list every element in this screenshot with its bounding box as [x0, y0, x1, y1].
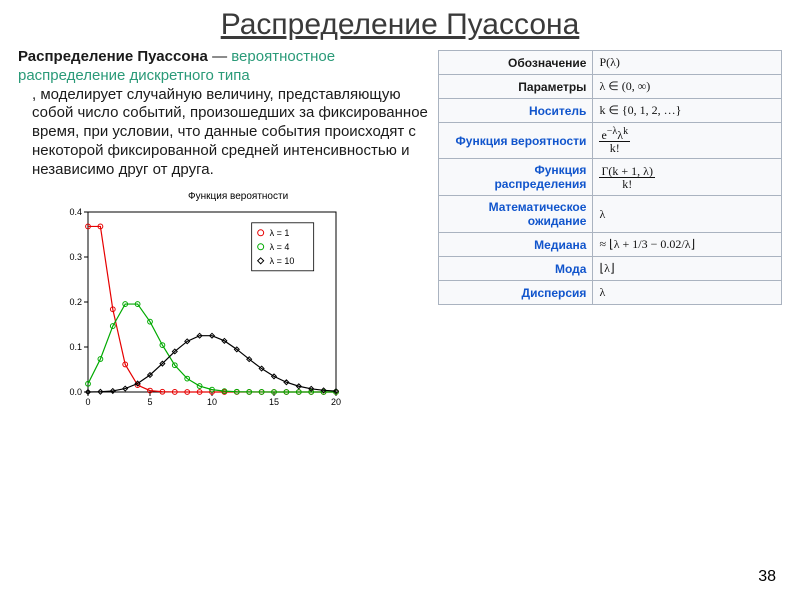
svg-text:10: 10 — [207, 397, 217, 407]
svg-text:0.4: 0.4 — [69, 207, 82, 217]
property-label[interactable]: Функция распределения — [439, 159, 593, 196]
svg-text:0.2: 0.2 — [69, 297, 82, 307]
properties-table: ОбозначениеP(λ)Параметрыλ ∈ (0, ∞)Носите… — [438, 50, 782, 305]
table-row: Дисперсияλ — [439, 281, 782, 305]
property-value: Γ(k + 1, λ)k! — [593, 159, 782, 196]
property-value: e−λλkk! — [593, 123, 782, 159]
table-row: Параметрыλ ∈ (0, ∞) — [439, 75, 782, 99]
svg-text:20: 20 — [331, 397, 341, 407]
property-value: ⌊λ⌋ — [593, 257, 782, 281]
property-value: λ ∈ (0, ∞) — [593, 75, 782, 99]
table-row: Медиана≈ ⌊λ + 1/3 − 0.02/λ⌋ — [439, 233, 782, 257]
page-number: 38 — [758, 568, 776, 586]
table-row: Функция распределенияΓ(k + 1, λ)k! — [439, 159, 782, 196]
property-label[interactable]: Мода — [439, 257, 593, 281]
table-row: Мода⌊λ⌋ — [439, 257, 782, 281]
table-row: ОбозначениеP(λ) — [439, 51, 782, 75]
pmf-chart: 0.0 0.1 0.2 0.3 0.4 0 5 10 15 20 λ = 1 λ = 4 λ = 10 — [48, 204, 348, 414]
definition-paragraph: Распределение Пуассона — вероятностное р… — [18, 48, 428, 179]
page-title: Распределение Пуассона — [0, 0, 800, 48]
table-row: Функция вероятностиe−λλkk! — [439, 123, 782, 159]
definition-dash: — — [212, 48, 227, 65]
property-label[interactable]: Носитель — [439, 99, 593, 123]
property-label: Обозначение — [439, 51, 593, 75]
svg-text:0: 0 — [85, 397, 90, 407]
svg-text:λ = 1: λ = 1 — [270, 228, 290, 238]
content: Распределение Пуассона — вероятностное р… — [0, 48, 800, 414]
svg-text:0.3: 0.3 — [69, 252, 82, 262]
property-value: ≈ ⌊λ + 1/3 − 0.02/λ⌋ — [593, 233, 782, 257]
chart-title: Функция вероятности — [48, 191, 428, 202]
svg-text:0.1: 0.1 — [69, 342, 82, 352]
svg-text:λ = 10: λ = 10 — [270, 256, 295, 266]
table-row: Математическое ожиданиеλ — [439, 196, 782, 233]
right-column: ОбозначениеP(λ)Параметрыλ ∈ (0, ∞)Носите… — [438, 48, 782, 414]
svg-text:5: 5 — [147, 397, 152, 407]
left-column: Распределение Пуассона — вероятностное р… — [18, 48, 438, 414]
property-value: P(λ) — [593, 51, 782, 75]
chart-container: Функция вероятности 0.0 0.1 0.2 0.3 0.4 0 5 10 1… — [18, 191, 428, 414]
property-value: λ — [593, 281, 782, 305]
property-label[interactable]: Медиана — [439, 233, 593, 257]
property-label[interactable]: Дисперсия — [439, 281, 593, 305]
table-row: Носительk ∈ {0, 1, 2, …} — [439, 99, 782, 123]
property-label: Параметры — [439, 75, 593, 99]
property-label[interactable]: Функция вероятности — [439, 123, 593, 159]
property-value: k ∈ {0, 1, 2, …} — [593, 99, 782, 123]
definition-term: Распределение Пуассона — [18, 48, 208, 65]
property-label[interactable]: Математическое ожидание — [439, 196, 593, 233]
svg-text:15: 15 — [269, 397, 279, 407]
svg-text:λ = 4: λ = 4 — [270, 242, 290, 252]
definition-body: , моделирует случайную величину, предста… — [18, 86, 428, 180]
svg-text:0.0: 0.0 — [69, 387, 82, 397]
property-value: λ — [593, 196, 782, 233]
